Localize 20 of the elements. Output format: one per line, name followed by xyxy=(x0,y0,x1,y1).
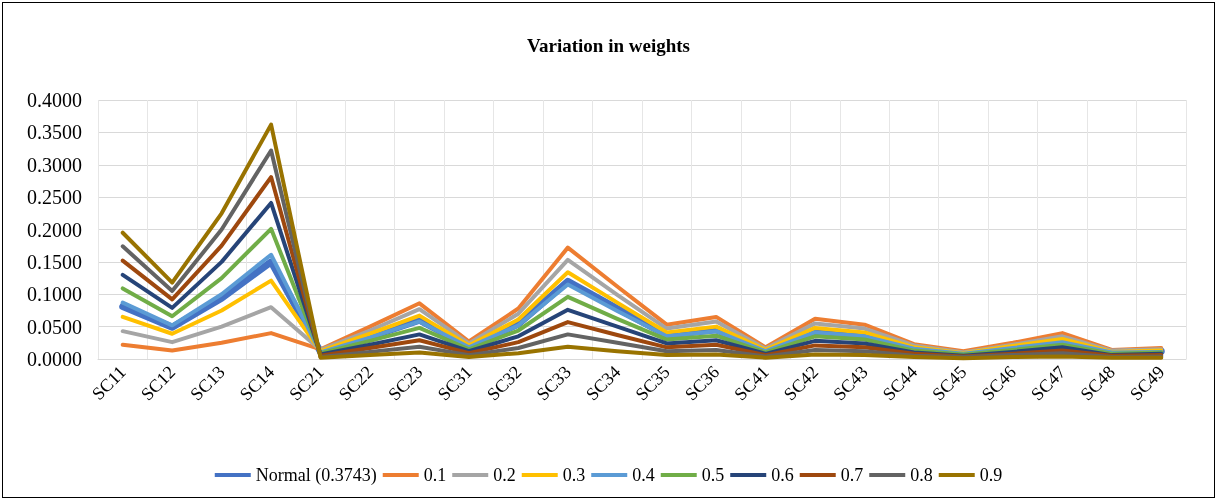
legend-label: 0.7 xyxy=(840,465,864,485)
y-tick-label: 0.4000 xyxy=(27,89,82,111)
y-tick-label: 0.1000 xyxy=(27,283,82,306)
y-tick-label: 0.0000 xyxy=(27,348,82,370)
legend-label: 0.2 xyxy=(493,465,516,485)
y-tick-label: 0.1500 xyxy=(27,250,82,273)
legend-label: 0.8 xyxy=(910,465,933,485)
legend-label: 0.6 xyxy=(771,465,794,485)
legend-label: 0.9 xyxy=(979,465,1003,485)
chart-title: Variation in weights xyxy=(527,35,690,56)
legend-label: 0.4 xyxy=(632,465,655,485)
y-tick-label: 0.3000 xyxy=(27,153,82,176)
legend-label: Normal (0.3743) xyxy=(255,465,377,486)
y-tick-label: 0.0500 xyxy=(27,315,82,338)
y-tick-label: 0.2000 xyxy=(27,218,82,241)
y-tick-label: 0.3500 xyxy=(27,121,82,144)
legend-label: 0.5 xyxy=(701,465,725,485)
y-tick-label: 0.2500 xyxy=(27,186,82,209)
legend-label: 0.1 xyxy=(423,465,447,485)
legend-label: 0.3 xyxy=(562,465,586,485)
